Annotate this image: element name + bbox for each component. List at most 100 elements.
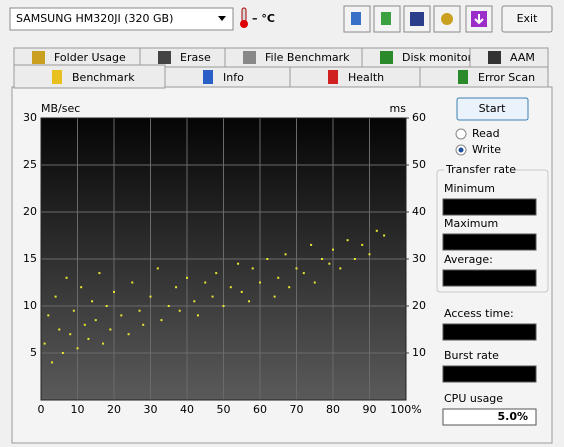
y-tick-label: 20: [23, 205, 37, 218]
data-point: [178, 309, 181, 312]
field-value: 27.5 MB/sec: [453, 367, 528, 380]
data-point: [302, 272, 305, 275]
read-label: Read: [472, 127, 500, 140]
group-title-bg: [444, 164, 510, 176]
tab-icon: [52, 70, 62, 84]
write-label: Write: [472, 143, 501, 156]
data-point: [310, 243, 313, 246]
data-point: [328, 262, 331, 265]
y-axis-label: MB/sec: [41, 102, 80, 115]
data-point: [211, 295, 214, 298]
data-point: [43, 342, 46, 345]
chart: MB/sec ms 0 10 20 30 40 50 60 70 80 90 100% 5 10 15 20 25…: [23, 102, 426, 416]
y-tick-label: 25: [23, 158, 37, 171]
x-tick-label: 100%: [390, 403, 421, 416]
field-box: [442, 269, 537, 287]
temperature: – °C: [252, 12, 275, 25]
y2-tick-label: 60: [412, 111, 426, 124]
field-label: Burst rate: [444, 349, 499, 362]
tab-label: File Benchmark: [265, 51, 350, 64]
tab-icon: [488, 51, 501, 64]
x-tick-label: 80: [326, 403, 340, 416]
start-label: Start: [479, 102, 507, 115]
data-point: [167, 305, 170, 307]
y-tick-label: 30: [23, 111, 37, 124]
data-point: [313, 281, 316, 284]
tab-label: Benchmark: [72, 71, 135, 84]
data-point: [248, 300, 251, 303]
tabs: Folder Usage Erase File Benchmark Disk moni…: [13, 47, 549, 89]
x-tick-label: 10: [71, 403, 85, 416]
data-point: [284, 253, 287, 256]
tab-icon: [328, 70, 338, 84]
exit-button[interactable]: [501, 5, 553, 33]
data-point: [138, 309, 141, 312]
tab-icon: [158, 51, 171, 64]
data-point: [69, 333, 72, 336]
data-point: [237, 262, 240, 265]
dropdown-arrow: [218, 16, 226, 21]
x-tick-label: 20: [107, 403, 121, 416]
data-point: [113, 290, 115, 293]
field-label: Average:: [444, 253, 493, 266]
data-point: [54, 295, 57, 298]
drive-name: SAMSUNG HM320JI (320 GB): [16, 12, 173, 25]
data-point: [193, 300, 196, 303]
group-title: Transfer rate: [445, 163, 516, 176]
tab-label: Erase: [180, 51, 211, 64]
data-point: [47, 314, 50, 317]
data-point: [222, 305, 225, 307]
x-tick-label: 70: [290, 403, 304, 416]
read-radio[interactable]: [455, 128, 467, 140]
field-value: 23.6 MB/sec: [453, 200, 528, 213]
data-point: [295, 267, 298, 270]
x-tick-label: 40: [180, 403, 194, 416]
field-value: 19.3 ms: [479, 325, 528, 338]
data-point: [240, 290, 243, 293]
field-value: 5.0%: [497, 410, 528, 423]
icon: [441, 13, 453, 25]
drive-select[interactable]: [9, 7, 234, 31]
thermometer: [241, 7, 247, 23]
data-point: [353, 258, 356, 260]
data-point: [277, 276, 280, 279]
data-point: [332, 248, 334, 251]
field-box: [442, 198, 537, 216]
tab-icon: [458, 70, 468, 84]
tab[interactable]: [469, 47, 549, 68]
icon: [381, 12, 391, 25]
data-point: [368, 253, 371, 256]
y-tick-label: 10: [23, 299, 37, 312]
start-button[interactable]: [456, 97, 529, 121]
data-point: [229, 286, 232, 289]
data-point: [87, 337, 90, 340]
tab[interactable]: [419, 66, 549, 88]
data-point: [102, 342, 105, 345]
data-point: [383, 234, 386, 237]
y2-tick-label: 30: [412, 252, 426, 265]
data-point: [76, 347, 79, 350]
data-point: [288, 286, 291, 289]
tab-icon: [32, 51, 45, 64]
x-tick-label: 90: [363, 403, 377, 416]
y2-tick-label: 20: [412, 299, 426, 312]
thermometer-bulb: [240, 20, 248, 28]
data-point: [142, 323, 145, 326]
y2-tick-label: 10: [412, 346, 426, 359]
field-label: Access time:: [444, 307, 514, 320]
data-point: [196, 314, 199, 317]
field-label: Maximum: [444, 217, 498, 230]
data-point: [131, 281, 134, 284]
y-tick-label: 15: [23, 252, 37, 265]
data-point: [186, 276, 188, 279]
tab-icon: [380, 51, 393, 64]
data-point: [375, 229, 378, 232]
data-point: [127, 333, 130, 336]
y2-axis-label: ms: [390, 102, 407, 115]
plot-border: [40, 117, 407, 401]
data-point: [273, 295, 276, 298]
tab-label: Error Scan: [478, 71, 535, 84]
data-point: [50, 361, 53, 364]
data-point: [361, 243, 364, 246]
tab-label: Info: [223, 71, 244, 84]
